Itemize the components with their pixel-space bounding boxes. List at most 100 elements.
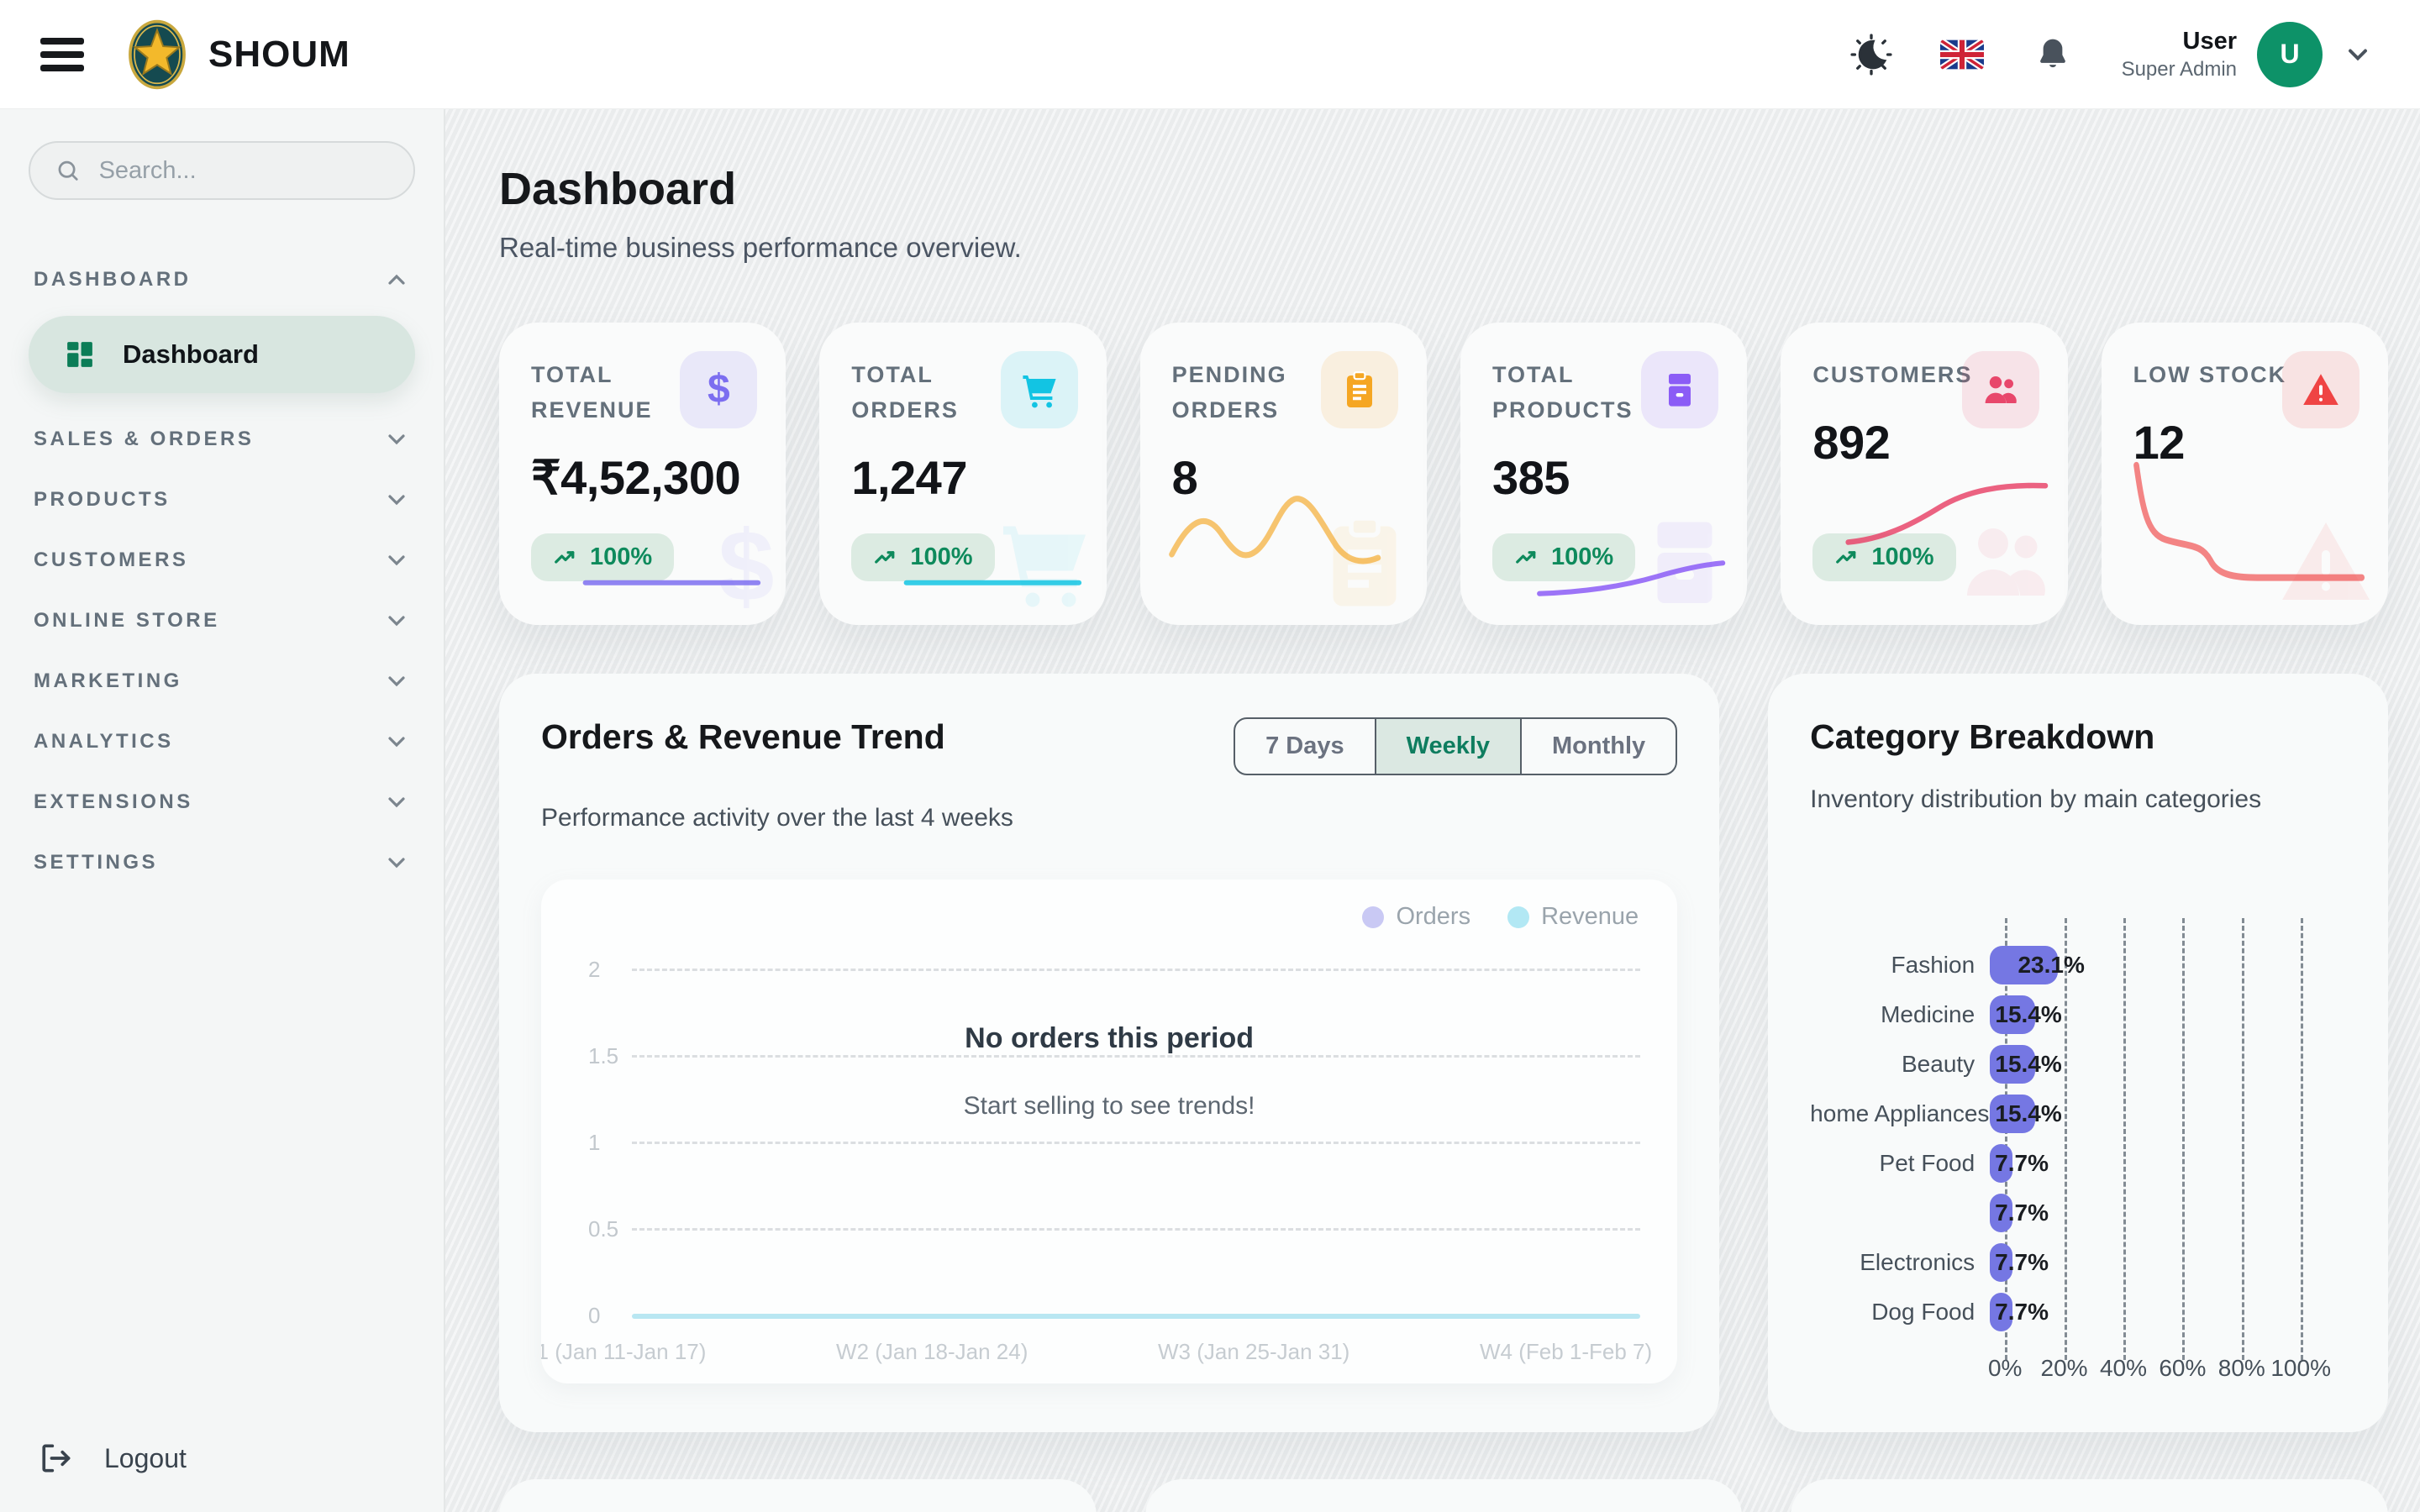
language-flag-uk-icon[interactable] xyxy=(1939,39,1984,70)
warning-ghost-icon xyxy=(2275,512,2376,617)
category-row-dog-food: Dog Food 7.7% xyxy=(1810,1287,2346,1336)
sidebar-search[interactable] xyxy=(29,141,415,200)
range-button-monthly[interactable]: Monthly xyxy=(1520,719,1676,774)
chevron-down-icon xyxy=(388,555,405,566)
sidebar-section-label: ANALYTICS xyxy=(34,730,174,753)
chevron-down-icon xyxy=(388,434,405,445)
range-toggle-group: 7 Days Weekly Monthly xyxy=(1234,717,1678,775)
orders-revenue-trend-card: Orders & Revenue Trend 7 Days Weekly Month… xyxy=(499,674,1720,1432)
bottom-cards-row: Recent Orders View All #562e38b4 Priya M… xyxy=(499,1479,2389,1512)
sparkline xyxy=(2133,461,2365,581)
sidebar-section-sales-orders[interactable]: SALES & ORDERS xyxy=(34,415,410,464)
sidebar-section-online-store[interactable]: ONLINE STORE xyxy=(34,596,410,645)
sidebar-item-label: Dashboard xyxy=(123,339,259,369)
trend-chart: Orders Revenue 2 1.5 1 0.5 0 No orders th… xyxy=(541,879,1678,1383)
chart-legend: Orders Revenue xyxy=(1362,903,1639,931)
chevron-down-icon xyxy=(388,616,405,627)
category-row-home-appliances: home Appliances 15.4% xyxy=(1810,1089,2346,1138)
stat-card-total-orders: TOTAL ORDERS 1,247 100% xyxy=(819,323,1107,625)
page-title: Dashboard xyxy=(499,164,737,214)
x-axis-label: W1 (Jan 11-Jan 17) xyxy=(541,1339,707,1364)
gridline-y-0.5: 0.5 xyxy=(588,1216,1641,1242)
empty-state-title: No orders this period xyxy=(965,1022,1254,1054)
sidebar-section-dashboard[interactable]: DASHBOARD xyxy=(34,255,410,304)
trend-badge-value: 100% xyxy=(1871,543,1934,570)
rupee-dollar-icon: $ xyxy=(680,351,758,428)
brand: SHOUM xyxy=(128,18,350,91)
stat-label: TOTAL ORDERS xyxy=(851,362,959,423)
stat-card-customers: CUSTOMERS 892 100% xyxy=(1781,323,2068,625)
users-icon xyxy=(1961,351,2039,428)
page-subtitle: Real-time business performance overview. xyxy=(499,232,1022,263)
sidebar-section-label: MARKETING xyxy=(34,669,182,692)
legend-item-revenue: Revenue xyxy=(1507,903,1639,931)
chevron-up-icon xyxy=(388,274,405,285)
search-input[interactable] xyxy=(98,156,388,185)
top-bar: SHOUM User xyxy=(0,0,2420,109)
category-subtitle: Inventory distribution by main categorie… xyxy=(1810,785,2262,813)
trending-up-icon xyxy=(875,550,895,564)
category-bar xyxy=(1990,1242,2013,1282)
logout-button[interactable]: Logout xyxy=(37,1440,187,1477)
gridline-y-1: 1 xyxy=(588,1130,1641,1156)
sidebar-section-label: CUSTOMERS xyxy=(34,549,189,571)
brand-logo-star-icon xyxy=(129,19,186,89)
user-name: User xyxy=(2182,28,2238,55)
notifications-bell-icon[interactable] xyxy=(2031,33,2075,76)
category-label: Electronics xyxy=(1860,1248,1975,1275)
sidebar-section-settings[interactable]: SETTINGS xyxy=(34,838,410,887)
legend-item-orders: Orders xyxy=(1362,903,1470,931)
category-bar xyxy=(1990,995,2036,1034)
category-bar xyxy=(1990,1044,2036,1084)
sidebar-section-products[interactable]: PRODUCTS xyxy=(34,475,410,524)
sidebar-section-label: SALES & ORDERS xyxy=(34,428,255,450)
x-axis-label: W3 (Jan 25-Jan 31) xyxy=(1158,1339,1350,1364)
recent-orders-card: Recent Orders View All #562e38b4 Priya M… xyxy=(499,1479,1097,1512)
category-label: Pet Food xyxy=(1879,1149,1975,1176)
empty-state-subtitle: Start selling to see trends! xyxy=(963,1092,1255,1120)
category-bar xyxy=(1990,1292,2013,1331)
chevron-down-icon[interactable] xyxy=(2343,39,2373,70)
clipboard-ghost-icon xyxy=(1314,512,1415,617)
category-label: Dog Food xyxy=(1871,1298,1975,1325)
trending-up-icon xyxy=(1516,550,1536,564)
stat-label: TOTAL PRODUCTS xyxy=(1492,362,1634,423)
sidebar-section-customers[interactable]: CUSTOMERS xyxy=(34,536,410,585)
sidebar-item-dashboard[interactable]: Dashboard xyxy=(29,316,415,393)
sidebar-section-extensions[interactable]: EXTENSIONS xyxy=(34,778,410,827)
sidebar-section-label: DASHBOARD xyxy=(34,268,192,291)
trend-badge: 100% xyxy=(851,533,995,581)
category-chart: Fashion 23.1% Medicine 15.4% Beauty 15.4… xyxy=(1810,918,2346,1389)
charts-row: Orders & Revenue Trend 7 Days Weekly Month… xyxy=(499,674,2388,1432)
logout-label: Logout xyxy=(104,1442,187,1473)
hamburger-menu-icon[interactable] xyxy=(40,37,84,71)
sidebar-section-label: SETTINGS xyxy=(34,851,159,874)
logout-icon xyxy=(42,1444,71,1473)
trending-up-icon xyxy=(1836,550,1856,564)
range-button-weekly[interactable]: Weekly xyxy=(1374,719,1521,774)
user-menu[interactable]: User Super Admin U xyxy=(2122,21,2373,87)
trend-badge: 100% xyxy=(1812,533,1956,581)
category-row-blank-5: 7.7% xyxy=(1810,1188,2346,1237)
stat-card-pending-orders: PENDING ORDERS 8 xyxy=(1139,323,1427,625)
sidebar-section-marketing[interactable]: MARKETING xyxy=(34,657,410,706)
category-row-fashion: Fashion 23.1% xyxy=(1810,940,2346,990)
trend-badge: 100% xyxy=(1492,533,1636,581)
dark-mode-toggle-icon[interactable] xyxy=(1849,33,1893,76)
cart-icon xyxy=(1000,351,1078,428)
gridline-y-1.5: 1.5 xyxy=(588,1043,1641,1069)
sidebar: DASHBOARD Dashboard SALES & ORDERS PRODU… xyxy=(0,109,445,1512)
stat-value: 8 xyxy=(1171,450,1198,504)
range-button-7-days[interactable]: 7 Days xyxy=(1235,719,1375,774)
trending-up-icon xyxy=(555,550,575,564)
category-label: Medicine xyxy=(1881,1000,1975,1027)
sidebar-section-analytics[interactable]: ANALYTICS xyxy=(34,717,410,766)
stat-cards-row: TOTAL REVENUE ₹4,52,300 $ 100% $ TOTAL O… xyxy=(499,323,2388,625)
stat-value: 892 xyxy=(1812,415,1891,469)
category-row-electronics: Electronics 7.7% xyxy=(1810,1237,2346,1287)
avatar[interactable]: U xyxy=(2257,21,2323,87)
category-title: Category Breakdown xyxy=(1810,717,2155,756)
stat-value: ₹4,52,300 xyxy=(531,450,741,504)
sidebar-section-label: EXTENSIONS xyxy=(34,790,193,813)
trend-badge-value: 100% xyxy=(1551,543,1614,570)
